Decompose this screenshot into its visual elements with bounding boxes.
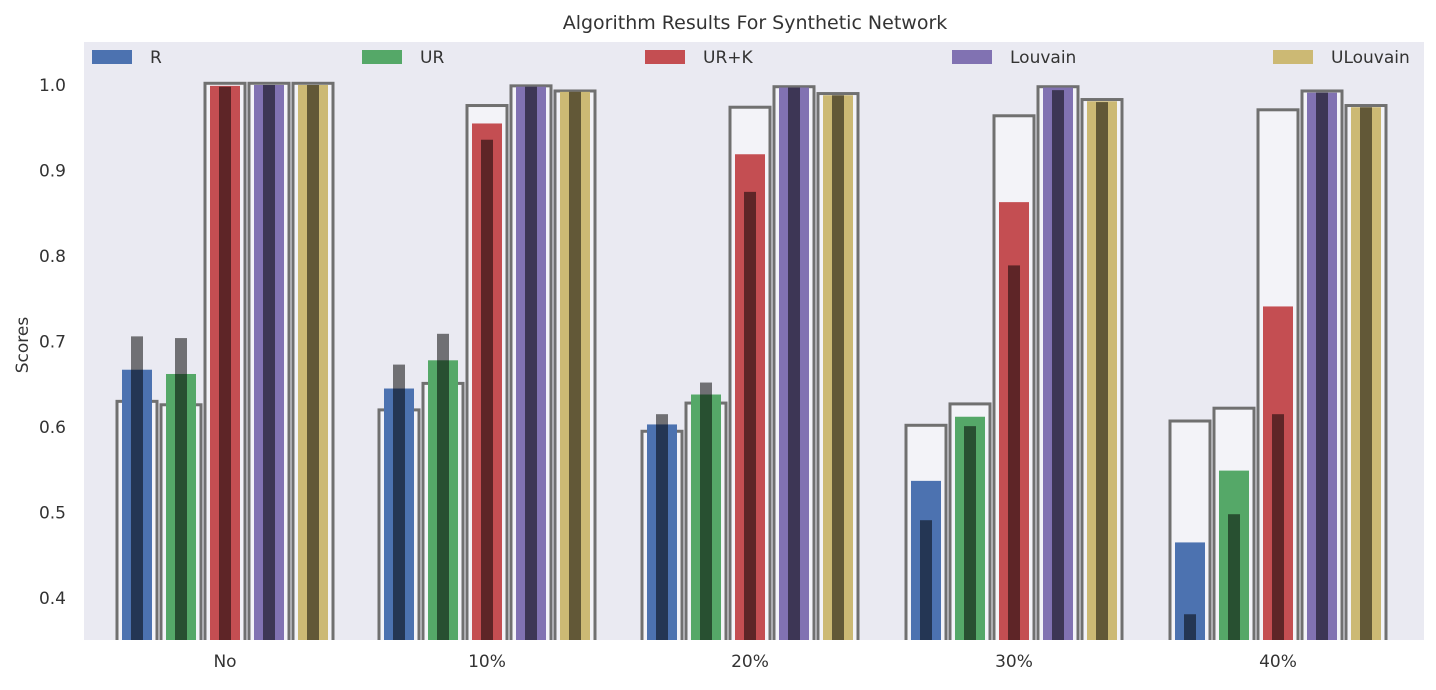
x-axis-ticks: No 10% 20% 30% 40%: [213, 652, 1296, 672]
inner-bar: [656, 414, 668, 640]
x-tick-label: 10%: [468, 652, 506, 672]
inner-bar: [1184, 614, 1196, 640]
inner-bar: [1096, 102, 1108, 640]
inner-bar: [307, 85, 319, 640]
y-tick-label: 1.0: [39, 76, 66, 96]
legend-item: R: [92, 48, 162, 68]
inner-bar: [1228, 514, 1240, 640]
inner-bar: [1052, 90, 1064, 640]
inner-bar: [744, 191, 756, 640]
x-tick-label: 30%: [995, 652, 1033, 672]
inner-bar: [832, 95, 844, 640]
legend-label: UR: [420, 48, 444, 68]
inner-bar: [1008, 265, 1020, 640]
y-tick-label: 0.6: [39, 418, 66, 438]
legend-item: Louvain: [952, 48, 1076, 68]
inner-bar: [788, 87, 800, 640]
inner-bar: [1316, 92, 1328, 640]
chart-title: Algorithm Results For Synthetic Network: [563, 12, 948, 34]
x-tick-label: No: [213, 652, 236, 672]
y-tick-label: 0.8: [39, 247, 66, 267]
x-tick-label: 40%: [1259, 652, 1297, 672]
y-tick-label: 0.4: [39, 589, 66, 609]
legend-label: R: [150, 48, 162, 68]
inner-bar: [525, 86, 537, 640]
inner-bar: [964, 426, 976, 640]
inner-bar: [263, 85, 275, 640]
inner-bar: [437, 333, 449, 640]
legend-swatch: [92, 50, 132, 64]
legend-label: Louvain: [1010, 48, 1076, 68]
inner-bar: [131, 336, 143, 640]
legend-swatch: [952, 50, 992, 64]
legend-item: UR+K: [645, 48, 753, 68]
y-tick-label: 0.7: [39, 333, 66, 353]
y-axis-label: Scores: [13, 317, 33, 374]
legend-label: UR+K: [703, 48, 753, 68]
inner-bar: [1272, 414, 1284, 640]
y-axis-ticks: 0.4 0.5 0.6 0.7 0.8 0.9 1.0: [39, 76, 66, 609]
inner-bar: [175, 338, 187, 640]
legend-swatch: [1273, 50, 1313, 64]
inner-bar: [1360, 107, 1372, 640]
legend-swatch: [362, 50, 402, 64]
legend: R UR UR+K Louvain ULouvain: [92, 48, 1410, 68]
y-tick-label: 0.9: [39, 162, 66, 182]
inner-bar: [920, 520, 932, 640]
legend-item: UR: [362, 48, 444, 68]
inner-bar: [393, 364, 405, 640]
inner-bar: [219, 86, 231, 640]
inner-bar: [481, 139, 493, 640]
legend-label: ULouvain: [1331, 48, 1410, 68]
inner-bar: [700, 382, 712, 640]
y-tick-label: 0.5: [39, 504, 66, 524]
bars-layer: [115, 81, 1388, 640]
inner-bar: [569, 91, 581, 640]
legend-swatch: [645, 50, 685, 64]
x-tick-label: 20%: [731, 652, 769, 672]
legend-item: ULouvain: [1273, 48, 1410, 68]
